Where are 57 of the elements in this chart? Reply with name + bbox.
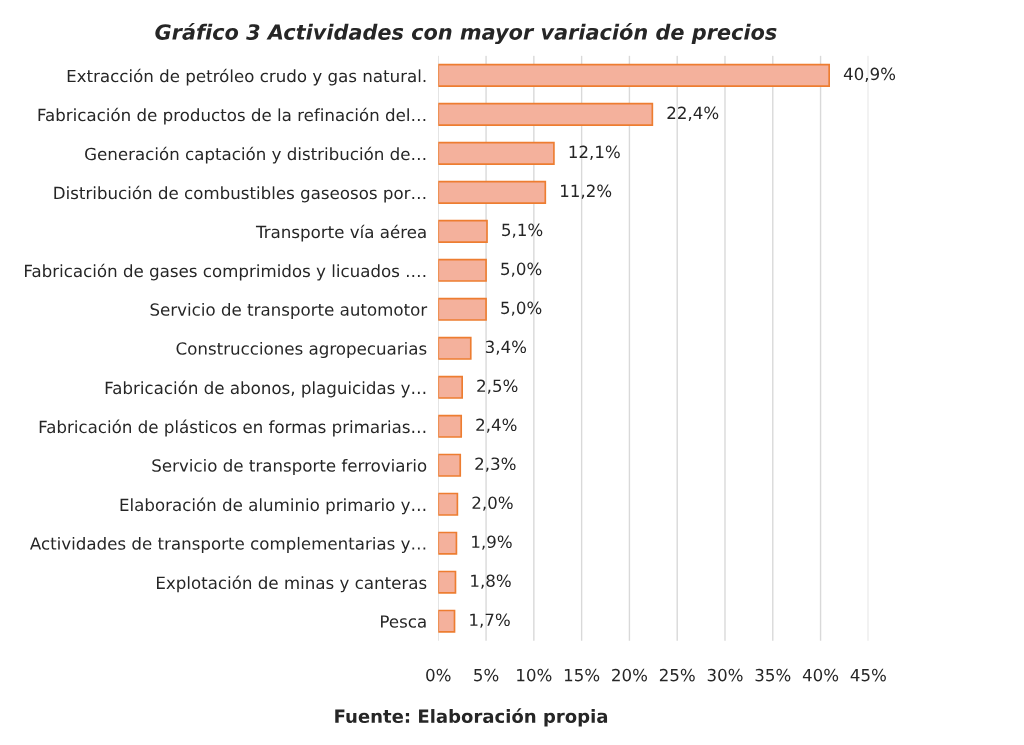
data-label: 40,9%	[843, 67, 896, 82]
x-tick-label: 10%	[517, 668, 552, 682]
y-tick-label: Elaboración de aluminio primario y…	[120, 497, 426, 515]
y-tick-label: Extracción de petróleo crudo y gas natural.	[67, 68, 426, 86]
x-tick-label: 20%	[612, 668, 648, 682]
bar	[438, 297, 487, 321]
y-tick-label: Construcciones agropecuarias	[176, 341, 427, 359]
data-label: 3,4%	[485, 340, 527, 355]
y-tick-label: Transporte vía aérea	[255, 224, 426, 242]
bar	[438, 375, 464, 399]
x-tick-label: 15%	[564, 668, 600, 682]
data-label: 11,2%	[561, 184, 612, 199]
bar	[438, 219, 488, 243]
y-tick-label: Explotación de minas y canteras	[157, 575, 427, 593]
bar	[438, 531, 458, 555]
data-label: 5,0%	[501, 262, 542, 277]
y-tick-label: Servicio de transporte automotor	[150, 302, 428, 320]
chart-title: Gráfico 3 Actividades con mayor variación de precios	[155, 22, 777, 45]
bar	[438, 609, 456, 633]
x-tick-label: 30%	[707, 668, 743, 682]
y-tick-label: Fabricación de abonos, plaguicidas y…	[105, 380, 426, 398]
x-tick-label: 5%	[474, 668, 499, 682]
data-label: 1,7%	[470, 613, 510, 628]
data-label: 2,5%	[477, 379, 518, 394]
bar	[438, 570, 457, 594]
x-tick-label: 0%	[426, 668, 451, 682]
x-tick-label: 40%	[802, 668, 839, 682]
bar	[438, 102, 654, 126]
y-tick-label: Generación captación y distribución de…	[85, 146, 426, 164]
y-tick-label: Actividades de transporte complementarias y…	[29, 536, 426, 554]
data-label: 2,4%	[476, 418, 517, 433]
bar	[438, 180, 547, 204]
bar	[438, 258, 487, 282]
bar	[438, 63, 831, 87]
bar	[438, 141, 555, 165]
source-note: Fuente: Elaboración propia	[335, 708, 608, 727]
y-tick-label: Servicio de transporte ferroviario	[152, 458, 427, 476]
bar	[438, 492, 459, 516]
data-label: 1,8%	[471, 574, 511, 589]
data-label: 1,9%	[472, 535, 512, 550]
x-tick-label: 35%	[755, 668, 791, 682]
y-tick-label: Fabricación de gases comprimidos y licuados .…	[25, 263, 426, 281]
bar	[438, 453, 462, 477]
y-tick-label: Fabricación de productos de la refinación del…	[38, 107, 426, 125]
y-tick-label: Distribución de combustibles gaseosos por…	[54, 185, 426, 203]
y-tick-label: Fabricación de plásticos en formas primarias…	[39, 419, 426, 437]
data-label: 2,0%	[472, 496, 513, 511]
data-label: 5,0%	[501, 301, 542, 316]
data-label: 22,4%	[667, 106, 719, 121]
x-tick-label: 25%	[659, 668, 695, 682]
x-tick-label: 45%	[850, 668, 886, 682]
data-label: 2,3%	[475, 457, 516, 472]
bar	[438, 336, 472, 360]
data-label: 5,1%	[502, 223, 543, 238]
y-tick-label: Pesca	[381, 615, 426, 628]
bar	[438, 414, 463, 438]
data-label: 12,1%	[569, 145, 620, 160]
